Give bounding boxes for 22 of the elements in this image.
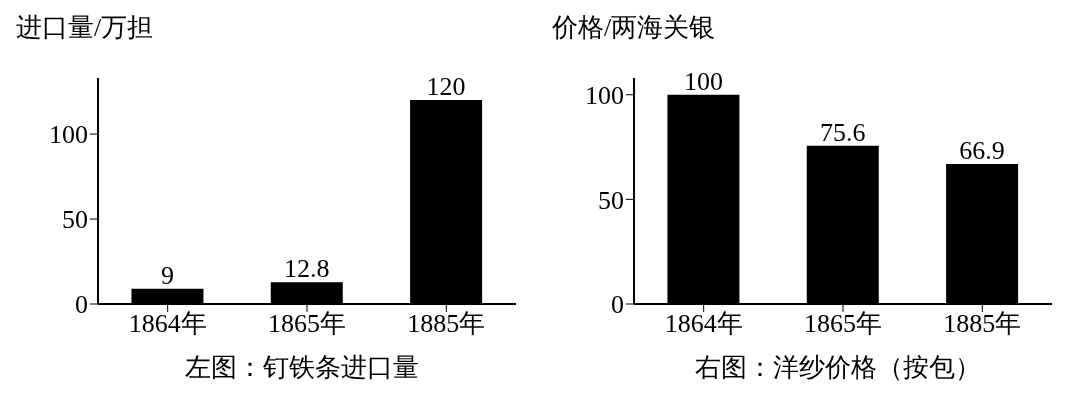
y-axis-title: 价格/两海关银 — [551, 12, 717, 44]
text: 左图：钉铁条进口量 — [184, 352, 420, 384]
y-tick-label: 50 — [598, 185, 624, 215]
data-label: 9 — [160, 260, 174, 290]
y-tick-label: 0 — [75, 290, 88, 320]
x-tick-label: 1865年 — [268, 309, 346, 339]
data-label: 66.9 — [959, 136, 1005, 166]
y-tick-label: 0 — [611, 290, 624, 320]
x-tick-label: 1885年 — [407, 309, 486, 339]
x-tick-label: 1864年 — [128, 309, 207, 339]
x-tick-label: 1885年 — [943, 309, 1022, 339]
data-label: 100 — [683, 66, 723, 96]
y-axis-title: 进口量/万担 — [15, 12, 155, 44]
data-label: 12.8 — [284, 254, 330, 284]
x-tick-label: 1865年 — [804, 309, 882, 339]
x-tick-label: 1864年 — [664, 309, 743, 339]
data-label: 75.6 — [820, 117, 866, 147]
y-tick-label: 100 — [49, 120, 88, 150]
data-label: 120 — [426, 72, 466, 102]
y-tick-label: 50 — [62, 205, 88, 235]
text: 右图：洋纱价格（按包） — [694, 352, 982, 384]
y-tick-label: 100 — [585, 80, 624, 110]
